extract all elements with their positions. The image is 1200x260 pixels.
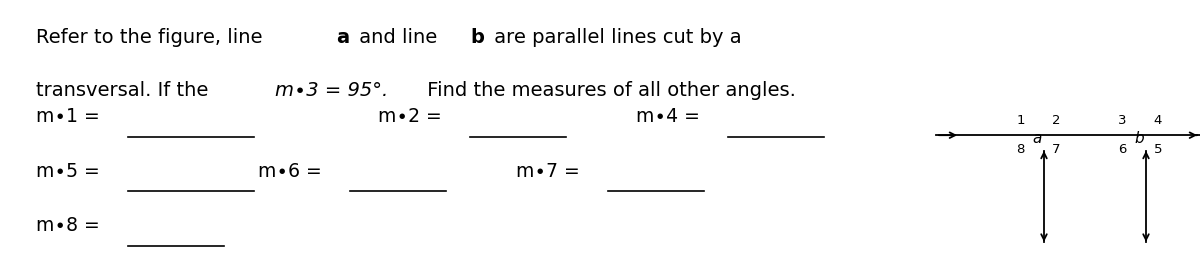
Text: m∙6 =: m∙6 =: [258, 162, 322, 181]
Text: and line: and line: [353, 28, 444, 47]
Text: m∙3 = 95°.: m∙3 = 95°.: [275, 81, 388, 101]
Text: 2: 2: [1051, 114, 1060, 127]
Text: b: b: [470, 28, 484, 47]
Text: transversal. If the: transversal. If the: [36, 81, 221, 101]
Text: m∙7 =: m∙7 =: [516, 162, 580, 181]
Text: 1: 1: [1016, 114, 1025, 127]
Text: m∙4 =: m∙4 =: [636, 107, 700, 126]
Text: m∙5 =: m∙5 =: [36, 162, 100, 181]
Text: b: b: [1134, 131, 1144, 146]
Text: 6: 6: [1118, 144, 1127, 156]
Text: m∙1 =: m∙1 =: [36, 107, 100, 126]
Text: Refer to the figure, line: Refer to the figure, line: [36, 28, 269, 47]
Text: 3: 3: [1118, 114, 1127, 127]
Text: 8: 8: [1016, 144, 1025, 156]
Text: a: a: [336, 28, 349, 47]
Text: m∙2 =: m∙2 =: [378, 107, 442, 126]
Text: a: a: [1032, 131, 1042, 146]
Text: Find the measures of all other angles.: Find the measures of all other angles.: [421, 81, 796, 101]
Text: m∙8 =: m∙8 =: [36, 216, 100, 235]
Text: are parallel lines cut by a: are parallel lines cut by a: [488, 28, 742, 47]
Text: 5: 5: [1153, 144, 1162, 156]
Text: 7: 7: [1051, 144, 1060, 156]
Text: 4: 4: [1153, 114, 1162, 127]
